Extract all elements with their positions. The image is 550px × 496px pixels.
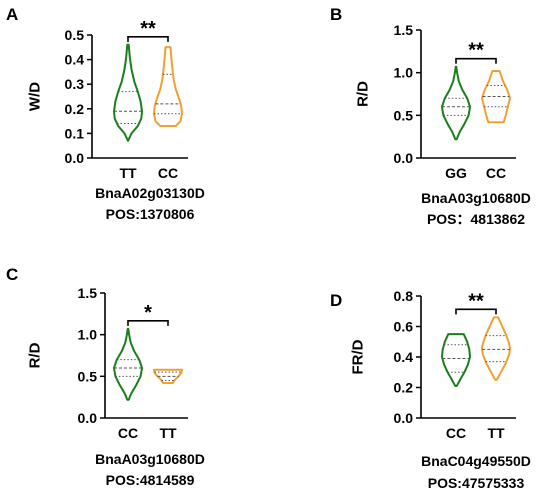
caption-line: BnaA02g03130D: [95, 185, 205, 201]
violin-body: [441, 65, 471, 141]
panel-letter: C: [6, 265, 18, 284]
y-tick-label: 0.2: [394, 380, 414, 396]
x-tick-label: CC: [118, 425, 138, 441]
violin-body: [481, 70, 511, 124]
panel-letter: B: [330, 5, 342, 24]
y-tick-label: 0.5: [78, 368, 98, 384]
x-tick-label: TT: [487, 425, 505, 441]
x-tick-label: CC: [446, 425, 466, 441]
caption-line: BnaA03g10680D: [421, 190, 531, 206]
y-tick-label: 0.3: [65, 76, 85, 92]
y-tick-label: 1.0: [394, 65, 414, 81]
caption-line: POS:1370806: [106, 206, 195, 222]
y-tick-label: 1.0: [78, 327, 98, 343]
y-axis-title: R/D: [354, 81, 371, 107]
panel-b: B 0.0 0.5 1.0 1.5 R/D GG CC ** BnaA03g10680D POS：4…: [330, 5, 531, 227]
y-tick-label: 0.0: [78, 410, 98, 426]
x-tick-label: GG: [445, 165, 467, 181]
caption-line: BnaA03g10680D: [95, 451, 205, 467]
caption-line: POS:47575333: [428, 475, 525, 491]
y-tick-label: 0.5: [65, 27, 85, 43]
caption-line: BnaC04g49550D: [421, 453, 531, 469]
caption-line: POS：4813862: [427, 211, 525, 227]
violin-body: [441, 333, 471, 387]
violin-body: [481, 316, 511, 381]
panel-d: D 0.0 0.2 0.4 0.6 0.8 FR/D CC TT ** BnaC04g49550D P…: [330, 288, 531, 491]
y-tick-label: 0.0: [65, 150, 85, 166]
significance-marker: **: [468, 290, 484, 312]
significance-marker: *: [144, 302, 152, 324]
y-tick-label: 0.4: [65, 52, 85, 68]
x-tick-label: TT: [119, 165, 137, 181]
violin-body: [113, 43, 143, 142]
significance-marker: **: [468, 40, 484, 62]
y-axis-title: FR/D: [349, 339, 366, 374]
significance-marker: **: [140, 18, 156, 40]
panel-letter: D: [330, 291, 342, 310]
panel-a: A 0.0 0.1 0.2 0.3 0.4 0.5 W/D TT CC ** BnaA02g03130…: [6, 5, 205, 222]
y-tick-label: 0.4: [394, 349, 414, 365]
x-tick-label: TT: [159, 425, 177, 441]
y-tick-label: 0.1: [65, 125, 85, 141]
y-tick-label: 0.2: [65, 101, 85, 117]
significance-bracket: [127, 320, 169, 326]
significance-bracket: [455, 308, 497, 315]
y-tick-label: 0.0: [394, 150, 414, 166]
violin-body: [113, 327, 143, 401]
y-tick-label: 0.0: [394, 410, 414, 426]
x-tick-label: CC: [486, 165, 506, 181]
y-tick-label: 0.8: [394, 288, 414, 304]
x-tick-label: CC: [158, 165, 178, 181]
significance-bracket: [455, 57, 497, 64]
y-tick-label: 0.6: [394, 319, 414, 335]
y-tick-label: 1.5: [394, 22, 414, 38]
y-tick-label: 1.5: [78, 285, 98, 301]
significance-bracket: [127, 36, 169, 42]
panel-letter: A: [6, 5, 18, 24]
y-axis-title: R/D: [26, 342, 43, 368]
panel-c: C 0.0 0.5 1.0 1.5 R/D CC TT * BnaA03g10680D POS:48…: [6, 265, 205, 488]
y-axis-title: W/D: [26, 82, 43, 111]
y-tick-label: 0.5: [394, 107, 414, 123]
caption-line: POS:4814589: [106, 472, 195, 488]
